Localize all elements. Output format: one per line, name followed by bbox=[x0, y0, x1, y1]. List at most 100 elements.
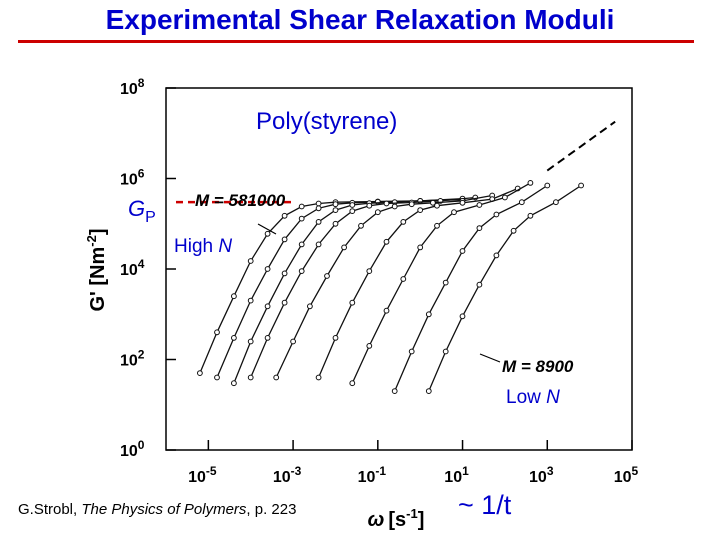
data-point-m581000 bbox=[298, 203, 305, 210]
citation-book: The Physics of Polymers bbox=[81, 501, 247, 518]
data-point-m113000 bbox=[290, 338, 297, 345]
data-point-m28900 bbox=[459, 248, 466, 254]
plot-frame bbox=[165, 87, 633, 451]
data-point-m581000 bbox=[214, 329, 220, 336]
title-underline bbox=[18, 40, 694, 43]
data-point-m167000 bbox=[332, 220, 339, 227]
x-tick-label-exponent: 1 bbox=[462, 464, 469, 478]
plateau-modulus-subscript: P bbox=[145, 209, 156, 226]
high-n-label: High N bbox=[174, 236, 232, 258]
x-axis-label-symbol: ω bbox=[368, 509, 385, 531]
citation: G.Strobl, The Physics of Polymers, p. 22… bbox=[18, 500, 338, 520]
x-axis-label-unit: [s bbox=[388, 509, 406, 531]
y-tick-label-base: 10 bbox=[120, 172, 138, 189]
data-point-m8900 bbox=[527, 212, 534, 219]
data-point-m46900 bbox=[417, 244, 424, 251]
data-point-m581000 bbox=[197, 370, 203, 377]
scaling-note: ~ 1/t bbox=[458, 490, 512, 520]
y-axis-label: G' [Nm-2] bbox=[84, 229, 109, 312]
y-axis-label-text: G' [Nm bbox=[87, 247, 109, 312]
data-point-m58700 bbox=[459, 199, 466, 206]
y-tick-label: 108 bbox=[120, 76, 145, 98]
x-tick-label: 10-5 bbox=[188, 464, 217, 486]
data-point-m351000 bbox=[214, 374, 220, 381]
y-tick-label: 106 bbox=[120, 167, 145, 189]
series-layer bbox=[197, 180, 584, 395]
y-tick-label: 104 bbox=[120, 257, 145, 279]
data-point-m113000 bbox=[391, 203, 398, 210]
y-tick-label-exponent: 4 bbox=[138, 257, 145, 271]
y-tick-label: 102 bbox=[120, 348, 145, 370]
x-axis-label-close: ] bbox=[418, 509, 425, 531]
data-point-m58700 bbox=[349, 299, 356, 306]
data-point-m46900 bbox=[502, 194, 508, 201]
data-point-m46900 bbox=[383, 307, 390, 314]
data-point-m275000 bbox=[281, 270, 288, 277]
x-axis-label-exponent: -1 bbox=[406, 506, 418, 521]
series-line-m275000 bbox=[233, 197, 463, 384]
data-point-m28900 bbox=[493, 211, 500, 218]
data-point-m167000 bbox=[281, 299, 288, 306]
data-point-m58700 bbox=[400, 219, 407, 225]
data-point-m581000 bbox=[247, 258, 254, 264]
data-point-m113000 bbox=[358, 222, 364, 229]
data-point-m58700 bbox=[315, 374, 322, 381]
x-tick-label: 10-3 bbox=[273, 464, 302, 486]
data-point-m113000 bbox=[430, 199, 436, 206]
data-point-m113000 bbox=[307, 303, 313, 310]
data-point-m581000 bbox=[281, 212, 288, 219]
data-point-m581000 bbox=[231, 293, 237, 300]
y-tick-label-exponent: 6 bbox=[138, 167, 145, 181]
x-axis-label: ω [s-1] bbox=[368, 506, 425, 531]
data-point-m113000 bbox=[273, 374, 280, 381]
x-tick-label: 10-1 bbox=[358, 464, 387, 486]
x-tick-label-base: 10 bbox=[273, 469, 291, 486]
data-point-m351000 bbox=[298, 215, 305, 222]
data-point-m46900 bbox=[349, 380, 356, 387]
data-point-m351000 bbox=[247, 297, 254, 304]
plateau-modulus-label: GP bbox=[128, 196, 156, 226]
y-tick-label-base: 10 bbox=[120, 262, 138, 279]
x-tick-label-base: 10 bbox=[614, 469, 632, 486]
x-axis: 10-5 10-3 10-1 101 103 105 bbox=[188, 440, 639, 486]
data-point-m275000 bbox=[231, 380, 237, 387]
x-tick-label: 101 bbox=[444, 464, 469, 486]
data-point-m58700 bbox=[417, 207, 424, 214]
data-point-m46900 bbox=[366, 343, 373, 349]
data-point-m28900 bbox=[425, 311, 432, 318]
data-point-m113000 bbox=[324, 273, 330, 279]
data-point-m275000 bbox=[349, 202, 356, 208]
data-point-m275000 bbox=[247, 338, 254, 345]
data-point-m46900 bbox=[476, 202, 483, 208]
x-tick-label-exponent: -5 bbox=[206, 464, 217, 478]
m-low-label: M = 8900 bbox=[502, 357, 574, 376]
y-tick-label: 100 bbox=[120, 438, 145, 460]
data-point-m28900 bbox=[544, 182, 551, 189]
low-n-text: Low bbox=[506, 387, 547, 408]
data-point-m275000 bbox=[298, 241, 305, 248]
data-point-m351000 bbox=[264, 266, 271, 272]
data-point-m275000 bbox=[264, 303, 271, 310]
data-point-m167000 bbox=[298, 268, 305, 275]
y-tick-label-exponent: 2 bbox=[138, 348, 145, 362]
y-tick-label-base: 10 bbox=[120, 443, 138, 460]
data-point-m58700 bbox=[366, 268, 373, 275]
data-point-m581000 bbox=[264, 230, 271, 237]
data-point-m351000 bbox=[231, 335, 237, 341]
y-tick-label-base: 10 bbox=[120, 353, 138, 370]
data-point-m167000 bbox=[349, 208, 356, 215]
data-point-m167000 bbox=[264, 335, 271, 341]
extrapolation-layer bbox=[546, 120, 616, 172]
data-point-m58700 bbox=[332, 335, 339, 341]
x-tick-label-exponent: -1 bbox=[375, 464, 386, 478]
data-point-m351000 bbox=[332, 201, 339, 208]
x-tick-label-base: 10 bbox=[529, 469, 547, 486]
x-tick-label: 103 bbox=[529, 464, 554, 486]
data-point-m113000 bbox=[341, 244, 348, 251]
plateau-modulus-symbol: G bbox=[128, 196, 146, 221]
data-point-m113000 bbox=[374, 209, 381, 216]
x-tick-label-base: 10 bbox=[444, 469, 462, 486]
data-point-m28900 bbox=[518, 199, 525, 206]
